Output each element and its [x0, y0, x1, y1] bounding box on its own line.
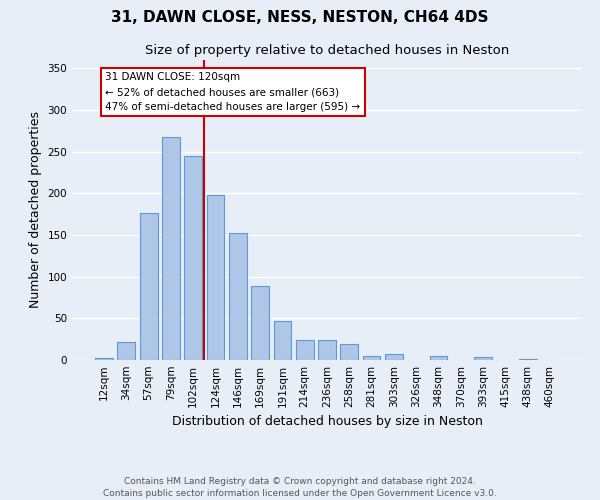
Bar — [430, 356, 448, 360]
Bar — [140, 212, 158, 360]
Bar — [518, 359, 536, 360]
Text: Contains HM Land Registry data © Crown copyright and database right 2024.
Contai: Contains HM Land Registry data © Crown c… — [103, 476, 497, 498]
Bar — [362, 356, 380, 360]
Bar — [385, 354, 403, 360]
Bar — [118, 342, 136, 360]
Bar — [296, 340, 314, 360]
Text: 31 DAWN CLOSE: 120sqm
← 52% of detached houses are smaller (663)
47% of semi-det: 31 DAWN CLOSE: 120sqm ← 52% of detached … — [105, 72, 361, 112]
Bar — [340, 344, 358, 360]
Bar — [162, 136, 180, 360]
Bar — [184, 156, 202, 360]
X-axis label: Distribution of detached houses by size in Neston: Distribution of detached houses by size … — [172, 416, 482, 428]
Bar — [229, 234, 247, 360]
Title: Size of property relative to detached houses in Neston: Size of property relative to detached ho… — [145, 44, 509, 58]
Text: 31, DAWN CLOSE, NESS, NESTON, CH64 4DS: 31, DAWN CLOSE, NESS, NESTON, CH64 4DS — [111, 10, 489, 25]
Bar — [95, 358, 113, 360]
Bar — [474, 356, 492, 360]
Bar — [206, 195, 224, 360]
Bar — [251, 286, 269, 360]
Bar — [274, 321, 292, 360]
Y-axis label: Number of detached properties: Number of detached properties — [29, 112, 42, 308]
Bar — [318, 340, 336, 360]
